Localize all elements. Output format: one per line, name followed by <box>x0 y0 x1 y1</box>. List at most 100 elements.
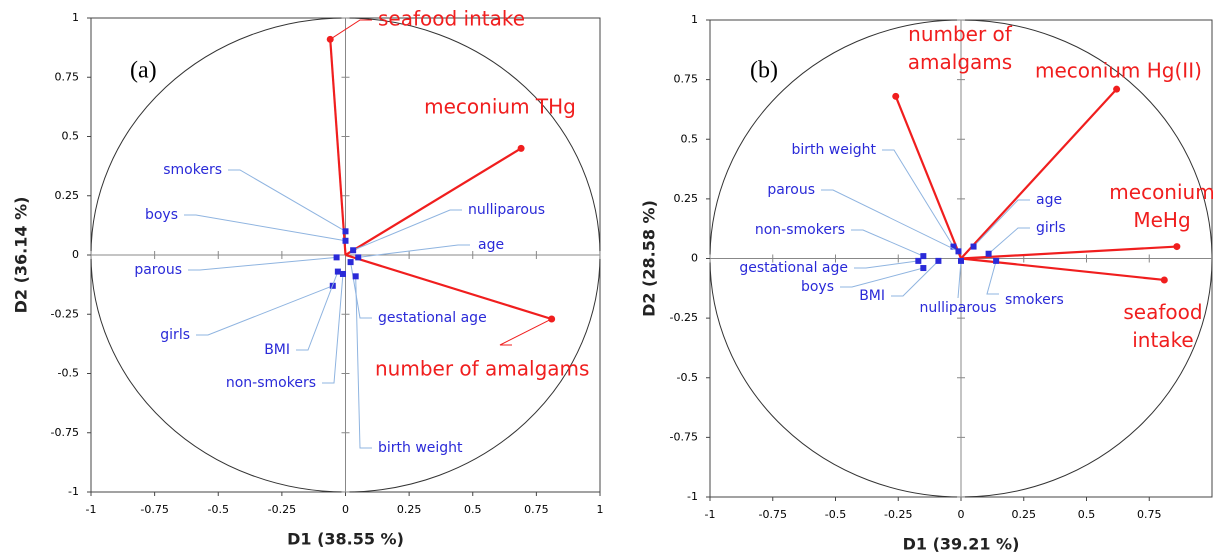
point-marker <box>339 270 346 277</box>
x-tick-label: -0.25 <box>884 508 912 521</box>
loading-vector <box>960 88 1118 260</box>
leader-line <box>329 19 372 40</box>
variable-label: seafood intake <box>378 7 525 31</box>
point-marker <box>920 265 927 272</box>
variable-label-box: meconium MeHg <box>1109 180 1213 232</box>
leader-line <box>322 273 344 384</box>
leader-line <box>851 229 924 257</box>
y-tick-label: 0.75 <box>674 73 699 86</box>
y-tick-label: 0.5 <box>681 132 699 145</box>
variable-label: birth weight <box>378 440 463 456</box>
leader-line <box>355 276 372 449</box>
point-marker <box>935 257 942 264</box>
point-marker <box>334 268 341 275</box>
loading-vector <box>345 253 552 321</box>
variable-label: age <box>478 237 504 253</box>
leader-line <box>986 260 999 295</box>
variable-label: boys <box>145 207 178 223</box>
variable-label: BMI <box>264 342 290 358</box>
variable-label: nulliparous <box>468 202 545 218</box>
loading-vector <box>329 39 347 256</box>
variable-label: BMI <box>859 288 885 304</box>
x-tick-label: 1 <box>597 503 604 516</box>
variable-label: meconium MeHg <box>1109 180 1213 232</box>
x-tick-label: 0.75 <box>1137 508 1162 521</box>
x-tick-label: -0.5 <box>825 508 846 521</box>
y-tick-label: -0.25 <box>670 311 698 324</box>
leader-line <box>196 285 333 336</box>
point-marker <box>352 273 359 280</box>
variable-label: meconium THg <box>424 95 576 119</box>
variable-label: non-smokers <box>755 222 845 238</box>
point-marker <box>1113 85 1121 93</box>
y-tick-label: 0 <box>691 252 698 265</box>
x-tick-label: -1 <box>705 508 716 521</box>
x-tick-label: 0.75 <box>524 503 549 516</box>
y-tick-label: 0 <box>72 248 79 261</box>
point-marker <box>892 92 900 100</box>
leader-line <box>840 267 924 288</box>
variable-label: smokers <box>1005 292 1064 308</box>
point-marker <box>1160 276 1168 284</box>
leader-line <box>188 256 337 271</box>
y-tick-label: -0.25 <box>51 307 79 320</box>
y-tick-label: -0.5 <box>58 367 79 380</box>
variable-label: nulliparous <box>919 300 996 316</box>
point-marker <box>970 243 977 250</box>
variable-label: girls <box>160 327 190 343</box>
y-tick-label: -0.75 <box>51 426 79 439</box>
y-axis-title: D2 (28.58 %) <box>640 200 659 317</box>
y-tick-label: 0.25 <box>674 192 699 205</box>
point-marker <box>915 257 922 264</box>
x-tick-label: -0.75 <box>140 503 168 516</box>
point-marker <box>920 253 927 260</box>
variable-label: gestational age <box>378 310 487 326</box>
x-tick-label: 0.5 <box>1078 508 1096 521</box>
point-marker <box>517 144 525 152</box>
x-tick-label: 0 <box>958 508 965 521</box>
variable-label-box: seafood intake <box>1123 300 1202 352</box>
loading-vector <box>960 245 1177 260</box>
x-tick-label: 0 <box>342 503 349 516</box>
y-axis-title: D2 (36.14 %) <box>12 197 31 314</box>
variable-label: number of amalgams <box>375 357 589 381</box>
leader-line <box>352 209 462 251</box>
point-marker <box>955 248 962 255</box>
point-marker <box>548 315 556 323</box>
x-axis-title: D1 (38.55 %) <box>287 530 404 549</box>
point-marker <box>333 254 340 261</box>
point-marker <box>347 259 354 266</box>
y-tick-label: -1 <box>68 485 79 498</box>
point-marker <box>342 228 349 235</box>
variable-label: parous <box>767 182 815 198</box>
leader-line <box>854 260 919 269</box>
leader-line <box>882 149 954 247</box>
x-tick-label: -0.5 <box>208 503 229 516</box>
y-tick-label: 0.75 <box>55 70 80 83</box>
x-tick-label: -1 <box>86 503 97 516</box>
leader-line <box>296 271 339 351</box>
leader-line <box>184 214 346 242</box>
panel-label: (b) <box>750 58 778 84</box>
point-marker <box>950 243 957 250</box>
variable-label-box: number of amalgams <box>908 22 1012 74</box>
panel-label: (a) <box>130 58 157 84</box>
point-marker <box>342 237 349 244</box>
point-marker <box>326 35 334 43</box>
variable-label: gestational age <box>739 260 848 276</box>
loading-vector <box>344 147 522 256</box>
point-marker <box>1173 243 1181 251</box>
leader-line <box>891 260 939 297</box>
x-tick-label: 0.5 <box>464 503 482 516</box>
y-tick-label: -0.5 <box>677 371 698 384</box>
leader-line <box>358 244 470 258</box>
variable-label: age <box>1036 192 1062 208</box>
y-tick-label: 0.5 <box>62 130 80 143</box>
loading-vector <box>894 95 963 259</box>
y-tick-label: -0.75 <box>670 430 698 443</box>
variable-label: meconium Hg(II) <box>1035 59 1202 83</box>
y-tick-label: 1 <box>691 13 698 26</box>
leader-line <box>988 227 1030 255</box>
variable-label: boys <box>801 279 834 295</box>
variable-label: parous <box>134 262 182 278</box>
